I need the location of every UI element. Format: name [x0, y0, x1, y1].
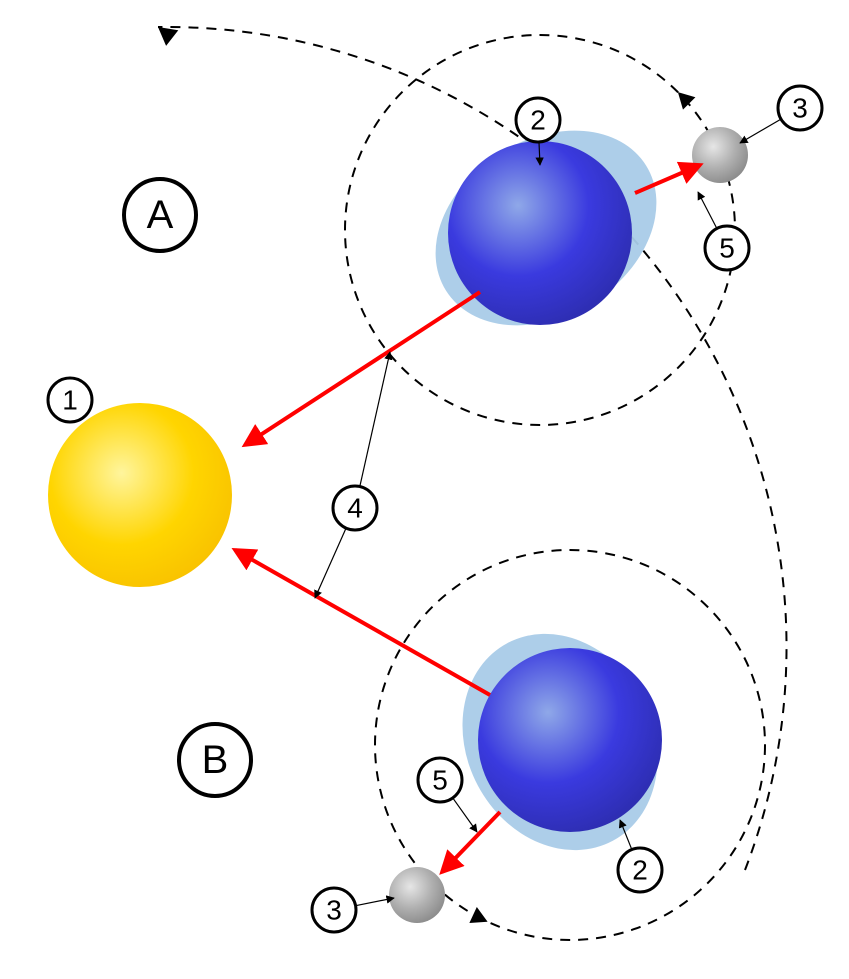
gravity-arrow-b-moon [442, 812, 500, 872]
moon-a [692, 127, 748, 183]
sun [48, 403, 232, 587]
pointer-line [360, 352, 390, 487]
label-text-3b: 3 [326, 895, 342, 926]
label-text-3a: 3 [792, 93, 808, 124]
gravity-arrow-b-sun [235, 550, 490, 695]
label-text-2b: 2 [632, 855, 648, 886]
moon-orbit-b-arrowhead [469, 907, 487, 923]
label-text-1: 1 [62, 385, 78, 416]
planet-b [478, 648, 662, 832]
label-text-4: 4 [347, 493, 363, 524]
planet-orbit-arrowhead [158, 27, 178, 46]
pointer-line [315, 528, 346, 598]
pointer-line [453, 798, 477, 832]
tidal-diagram: A B 1 2 3 5 4 2 3 5 [0, 0, 849, 979]
pointer-line [356, 898, 394, 906]
pointer-line [740, 119, 781, 143]
label-text-2a: 2 [530, 105, 546, 136]
gravity-arrow-a-sun [245, 292, 480, 445]
label-text-5b: 5 [432, 765, 448, 796]
label-text-A: A [147, 193, 174, 237]
label-text-5a: 5 [719, 233, 735, 264]
moon-orbit-a-arrowhead [678, 92, 696, 110]
label-text-B: B [202, 738, 229, 782]
moon-b [389, 867, 445, 923]
planet-a [448, 141, 632, 325]
pointer-line [698, 192, 717, 228]
